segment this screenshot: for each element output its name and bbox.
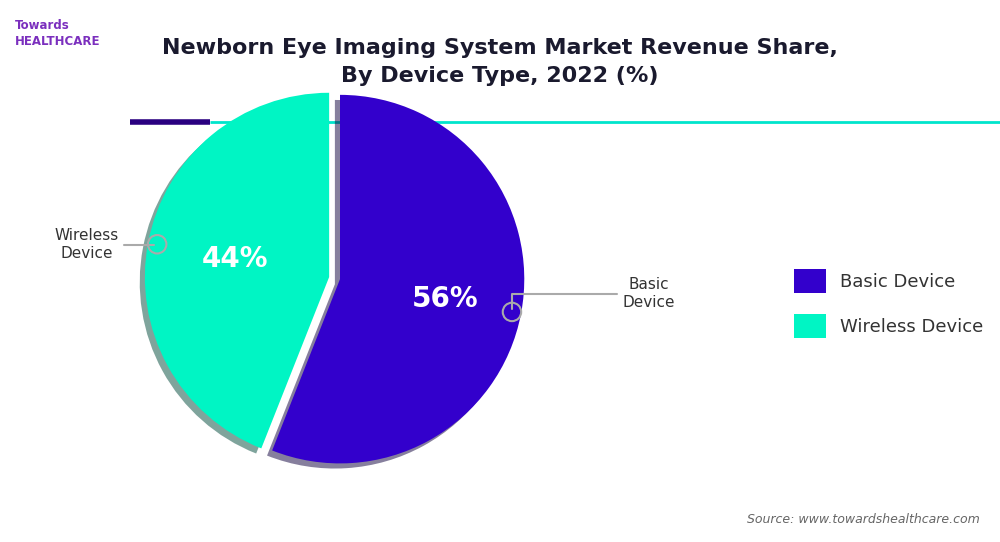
Legend: Basic Device, Wireless Device: Basic Device, Wireless Device xyxy=(786,262,991,345)
Text: Source: www.towardshealthcare.com: Source: www.towardshealthcare.com xyxy=(747,513,980,526)
Text: Wireless
Device: Wireless Device xyxy=(54,228,154,261)
Wedge shape xyxy=(272,95,524,463)
Text: Basic
Device: Basic Device xyxy=(512,278,675,310)
Text: 56%: 56% xyxy=(412,285,478,313)
Text: Towards
HEALTHCARE: Towards HEALTHCARE xyxy=(15,19,100,48)
Wedge shape xyxy=(145,93,329,448)
Text: Newborn Eye Imaging System Market Revenue Share,
By Device Type, 2022 (%): Newborn Eye Imaging System Market Revenu… xyxy=(162,38,838,86)
Text: 44%: 44% xyxy=(202,245,268,273)
